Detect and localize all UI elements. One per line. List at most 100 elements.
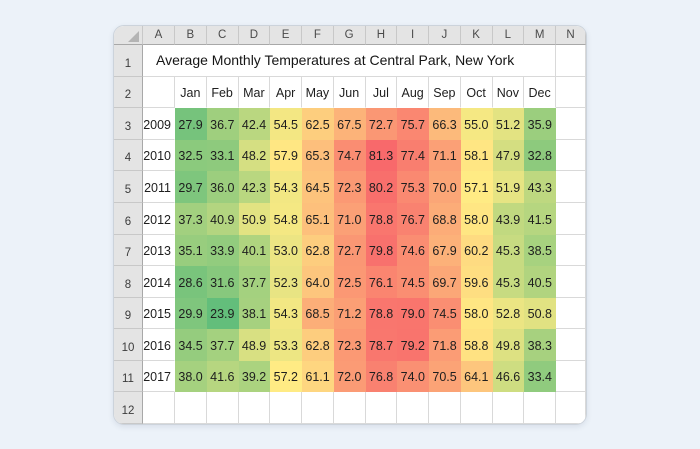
column-header-a[interactable]: A bbox=[143, 26, 175, 45]
value-cell[interactable]: 70.5 bbox=[429, 360, 461, 393]
value-cell[interactable]: 32.8 bbox=[524, 139, 556, 172]
value-cell[interactable]: 72.7 bbox=[333, 234, 366, 267]
value-cell[interactable]: 33.9 bbox=[206, 234, 239, 267]
value-cell[interactable]: 33.4 bbox=[524, 360, 556, 393]
column-header-b[interactable]: B bbox=[175, 26, 207, 45]
row-header-5[interactable]: 5 bbox=[114, 171, 143, 203]
value-cell[interactable]: 55.0 bbox=[460, 108, 493, 140]
value-cell[interactable]: 38.3 bbox=[524, 329, 556, 361]
value-cell[interactable]: 77.4 bbox=[397, 139, 429, 172]
value-cell[interactable]: 68.5 bbox=[302, 297, 334, 330]
value-cell[interactable]: 38.5 bbox=[524, 234, 556, 267]
value-cell[interactable]: 36.7 bbox=[206, 108, 239, 140]
value-cell[interactable]: 81.3 bbox=[365, 139, 398, 172]
empty-cell[interactable] bbox=[524, 392, 556, 424]
empty-cell[interactable] bbox=[270, 392, 302, 424]
year-cell[interactable]: 2013 bbox=[143, 234, 175, 267]
value-cell[interactable]: 37.7 bbox=[206, 329, 239, 361]
value-cell[interactable]: 52.8 bbox=[492, 297, 525, 330]
empty-cell[interactable] bbox=[365, 392, 398, 424]
empty-cell[interactable] bbox=[556, 139, 586, 172]
empty-cell[interactable] bbox=[556, 76, 586, 109]
value-cell[interactable]: 75.7 bbox=[397, 108, 429, 140]
value-cell[interactable]: 64.1 bbox=[460, 360, 493, 393]
value-cell[interactable]: 71.0 bbox=[333, 202, 366, 235]
value-cell[interactable]: 29.7 bbox=[175, 171, 207, 203]
value-cell[interactable]: 40.1 bbox=[238, 234, 271, 267]
value-cell[interactable]: 35.1 bbox=[175, 234, 207, 267]
empty-cell[interactable] bbox=[492, 392, 525, 424]
year-cell[interactable]: 2015 bbox=[143, 297, 175, 330]
month-header-jun[interactable]: Jun bbox=[333, 76, 366, 109]
row-header-12[interactable]: 12 bbox=[114, 392, 143, 424]
empty-cell[interactable] bbox=[397, 392, 429, 424]
value-cell[interactable]: 50.8 bbox=[524, 297, 556, 330]
value-cell[interactable]: 45.3 bbox=[492, 234, 525, 267]
value-cell[interactable]: 34.5 bbox=[175, 329, 207, 361]
empty-cell[interactable] bbox=[429, 392, 461, 424]
value-cell[interactable]: 59.6 bbox=[460, 266, 493, 298]
value-cell[interactable]: 69.7 bbox=[429, 266, 461, 298]
empty-cell[interactable] bbox=[333, 392, 366, 424]
row-header-9[interactable]: 9 bbox=[114, 297, 143, 330]
column-header-n[interactable]: N bbox=[556, 26, 586, 45]
value-cell[interactable]: 72.0 bbox=[333, 360, 366, 393]
value-cell[interactable]: 74.6 bbox=[397, 234, 429, 267]
value-cell[interactable]: 74.7 bbox=[333, 139, 366, 172]
empty-cell[interactable] bbox=[556, 329, 586, 361]
value-cell[interactable]: 54.3 bbox=[270, 171, 302, 203]
value-cell[interactable]: 58.8 bbox=[460, 329, 493, 361]
empty-cell[interactable] bbox=[302, 392, 334, 424]
year-cell[interactable]: 2009 bbox=[143, 108, 175, 140]
column-header-j[interactable]: J bbox=[429, 26, 461, 45]
value-cell[interactable]: 37.7 bbox=[238, 266, 271, 298]
value-cell[interactable]: 65.3 bbox=[302, 139, 334, 172]
value-cell[interactable]: 78.8 bbox=[365, 297, 398, 330]
column-header-e[interactable]: E bbox=[270, 26, 302, 45]
month-header-jul[interactable]: Jul bbox=[365, 76, 398, 109]
row-header-7[interactable]: 7 bbox=[114, 234, 143, 267]
column-header-f[interactable]: F bbox=[302, 26, 334, 45]
value-cell[interactable]: 70.0 bbox=[429, 171, 461, 203]
value-cell[interactable]: 78.8 bbox=[365, 202, 398, 235]
empty-cell[interactable] bbox=[556, 297, 586, 330]
month-header-feb[interactable]: Feb bbox=[206, 76, 239, 109]
empty-cell[interactable] bbox=[460, 392, 493, 424]
empty-cell[interactable] bbox=[143, 392, 175, 424]
month-header-dec[interactable]: Dec bbox=[524, 76, 556, 109]
column-header-g[interactable]: G bbox=[333, 26, 366, 45]
value-cell[interactable]: 49.8 bbox=[492, 329, 525, 361]
value-cell[interactable]: 72.5 bbox=[333, 266, 366, 298]
value-cell[interactable]: 50.9 bbox=[238, 202, 271, 235]
value-cell[interactable]: 38.0 bbox=[175, 360, 207, 393]
month-header-aug[interactable]: Aug bbox=[397, 76, 429, 109]
value-cell[interactable]: 27.9 bbox=[175, 108, 207, 140]
month-header-jan[interactable]: Jan bbox=[175, 76, 207, 109]
value-cell[interactable]: 57.2 bbox=[270, 360, 302, 393]
row-header-3[interactable]: 3 bbox=[114, 108, 143, 140]
value-cell[interactable]: 53.3 bbox=[270, 329, 302, 361]
row-header-6[interactable]: 6 bbox=[114, 202, 143, 235]
empty-cell[interactable] bbox=[556, 202, 586, 235]
value-cell[interactable]: 41.6 bbox=[206, 360, 239, 393]
value-cell[interactable]: 62.5 bbox=[302, 108, 334, 140]
value-cell[interactable]: 74.5 bbox=[397, 266, 429, 298]
column-header-m[interactable]: M bbox=[524, 26, 556, 45]
value-cell[interactable]: 67.5 bbox=[333, 108, 366, 140]
empty-cell[interactable] bbox=[556, 45, 586, 77]
month-header-nov[interactable]: Nov bbox=[492, 76, 525, 109]
value-cell[interactable]: 79.8 bbox=[365, 234, 398, 267]
value-cell[interactable]: 42.4 bbox=[238, 108, 271, 140]
value-cell[interactable]: 32.5 bbox=[175, 139, 207, 172]
value-cell[interactable]: 46.6 bbox=[492, 360, 525, 393]
value-cell[interactable]: 52.3 bbox=[270, 266, 302, 298]
select-all-corner[interactable] bbox=[114, 26, 143, 45]
value-cell[interactable]: 51.9 bbox=[492, 171, 525, 203]
value-cell[interactable]: 33.1 bbox=[206, 139, 239, 172]
value-cell[interactable]: 31.6 bbox=[206, 266, 239, 298]
row-header-10[interactable]: 10 bbox=[114, 329, 143, 361]
column-header-l[interactable]: L bbox=[492, 26, 525, 45]
row-header-1[interactable]: 1 bbox=[114, 45, 143, 77]
empty-cell[interactable] bbox=[206, 392, 239, 424]
row-header-8[interactable]: 8 bbox=[114, 266, 143, 298]
